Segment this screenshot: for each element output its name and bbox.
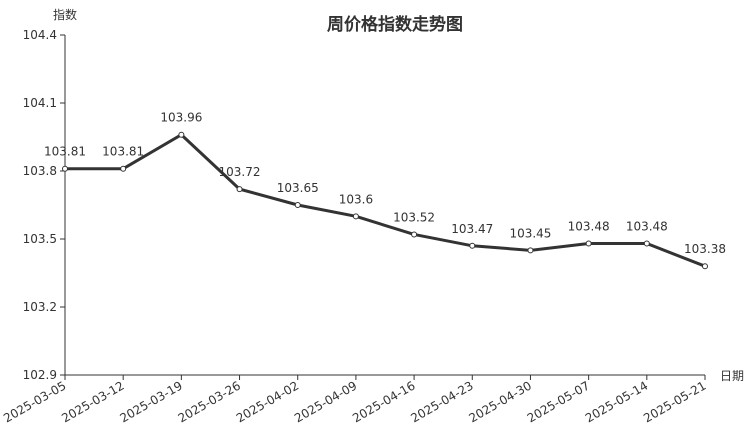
data-point — [294, 202, 301, 208]
x-tick-label: 2025-03-19 — [117, 378, 184, 425]
data-point — [352, 213, 359, 220]
x-tick-label: 2025-03-05 — [1, 378, 68, 425]
data-label: 103.52 — [393, 210, 435, 224]
data-point — [62, 165, 68, 172]
data-label: 103.48 — [626, 220, 668, 234]
data-point — [236, 186, 243, 193]
y-tick-label: 103.5 — [23, 232, 57, 246]
x-tick-label: 2025-04-23 — [408, 378, 475, 425]
data-label: 103.38 — [684, 242, 726, 256]
x-tick-label: 2025-04-09 — [292, 378, 359, 425]
data-label: 103.47 — [451, 222, 493, 236]
series-line — [65, 132, 706, 268]
x-tick-label: 2025-05-07 — [525, 378, 592, 425]
data-label: 103.45 — [509, 226, 551, 240]
x-tick-label: 2025-04-02 — [234, 378, 301, 425]
x-tick-label: 2025-05-21 — [641, 378, 708, 425]
data-point — [411, 231, 418, 238]
data-point — [120, 165, 127, 172]
data-point — [527, 247, 534, 254]
data-point — [702, 263, 708, 270]
y-tick-label: 103.2 — [23, 300, 57, 314]
y-tick-label: 104.4 — [23, 28, 57, 42]
y-tick-label: 103.8 — [23, 164, 57, 178]
data-point — [469, 242, 476, 249]
data-label: 103.65 — [277, 181, 319, 195]
data-label: 103.6 — [339, 192, 373, 206]
x-tick-label: 2025-05-14 — [583, 378, 650, 425]
data-point — [585, 240, 592, 247]
data-point — [643, 240, 650, 247]
data-label: 103.96 — [160, 111, 202, 125]
data-point — [178, 131, 185, 138]
data-label: 103.72 — [219, 165, 261, 179]
data-label: 103.48 — [568, 220, 610, 234]
x-axis-label: 日期 — [720, 369, 744, 383]
x-tick-label: 2025-04-16 — [350, 378, 417, 425]
data-label: 103.81 — [44, 145, 86, 159]
y-tick-label: 104.1 — [23, 96, 57, 110]
y-axis-label: 指数 — [53, 7, 77, 22]
x-tick-label: 2025-03-26 — [176, 378, 243, 425]
x-tick-label: 2025-04-30 — [467, 378, 534, 425]
x-tick-label: 2025-03-12 — [59, 378, 126, 425]
chart-title: 周价格指数走势图 — [327, 14, 463, 35]
data-label: 103.81 — [102, 145, 144, 159]
y-tick-label: 102.9 — [23, 368, 57, 382]
